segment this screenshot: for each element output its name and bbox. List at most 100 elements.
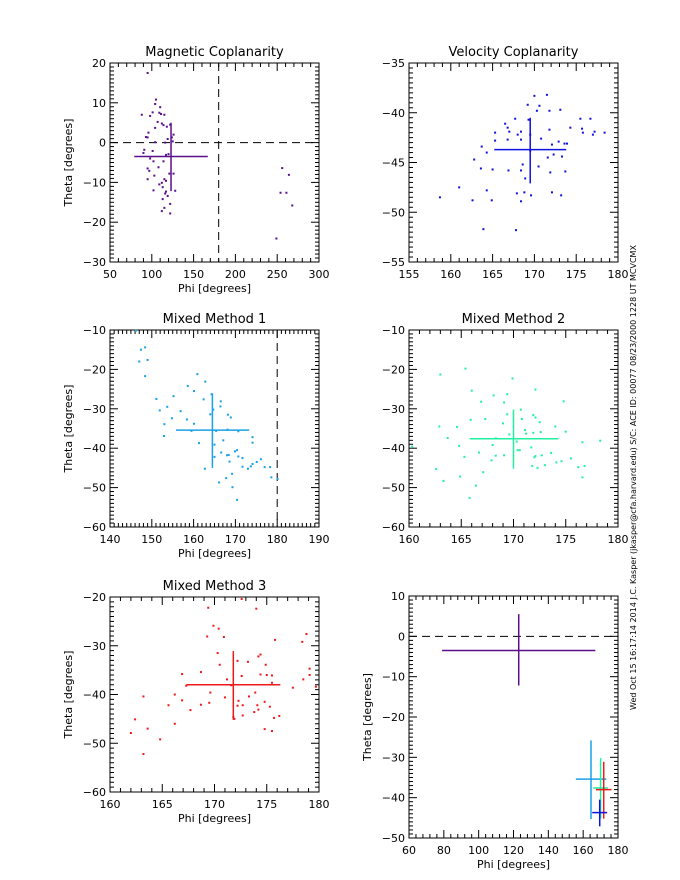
side-annotation: Wed Oct 15 16:17:14 2014 J.C. Kasper (jk… xyxy=(629,245,638,710)
data-point xyxy=(520,418,523,421)
data-point xyxy=(151,149,154,152)
data-point xyxy=(446,436,449,439)
data-point xyxy=(438,425,441,428)
x-tick-label: 170 xyxy=(225,533,246,546)
data-point xyxy=(560,155,563,158)
data-point xyxy=(314,685,317,688)
data-point xyxy=(159,112,162,115)
data-point xyxy=(274,638,277,641)
data-point xyxy=(225,477,228,480)
y-tick-label: −20 xyxy=(382,363,405,376)
data-point xyxy=(508,433,511,436)
data-point xyxy=(514,117,517,120)
data-point xyxy=(174,189,177,192)
data-point xyxy=(151,111,154,114)
chart-title: Mixed Method 3 xyxy=(163,579,267,594)
data-point xyxy=(163,113,166,116)
x-tick-label: 175 xyxy=(566,268,587,281)
data-point xyxy=(231,472,234,475)
data-point xyxy=(166,405,169,408)
data-point xyxy=(520,138,523,141)
y-tick-label: 10 xyxy=(92,97,106,110)
data-point xyxy=(279,191,282,194)
data-point xyxy=(147,131,150,134)
data-point xyxy=(146,136,149,139)
data-point xyxy=(253,711,256,714)
data-point xyxy=(291,686,294,689)
data-point xyxy=(193,422,196,425)
y-tick-label: −40 xyxy=(382,792,405,805)
data-point xyxy=(515,229,518,232)
data-point xyxy=(236,449,239,452)
data-point xyxy=(566,142,569,145)
data-point xyxy=(532,431,535,434)
x-tick-label: 300 xyxy=(309,268,330,281)
data-point xyxy=(255,607,258,610)
data-point xyxy=(581,441,584,444)
data-point xyxy=(216,652,219,655)
data-point xyxy=(159,738,162,741)
y-tick-label: −10 xyxy=(83,176,106,189)
data-point xyxy=(251,436,254,439)
data-point xyxy=(198,442,201,445)
data-point xyxy=(302,678,305,681)
data-point xyxy=(212,408,215,411)
data-point xyxy=(532,414,535,417)
data-point xyxy=(259,653,262,656)
x-axis-label: Phi [degrees] xyxy=(178,812,251,825)
data-point xyxy=(538,104,541,107)
data-point xyxy=(503,454,506,457)
data-point xyxy=(521,163,524,166)
data-point xyxy=(240,597,243,600)
data-point xyxy=(246,660,249,663)
data-point xyxy=(134,718,137,721)
data-point xyxy=(511,377,514,380)
data-point xyxy=(138,360,141,363)
data-point xyxy=(478,451,481,454)
data-point xyxy=(164,192,167,195)
data-point xyxy=(278,714,281,717)
data-point xyxy=(173,722,176,725)
data-point xyxy=(539,431,542,434)
data-point xyxy=(515,192,518,195)
data-point xyxy=(560,460,563,463)
data-point xyxy=(218,481,221,484)
data-point xyxy=(240,674,243,677)
data-point xyxy=(162,434,165,437)
data-point xyxy=(165,179,168,182)
data-point xyxy=(146,727,149,730)
data-point xyxy=(569,457,572,460)
data-point xyxy=(259,458,262,461)
y-tick-label: −20 xyxy=(83,363,106,376)
data-point xyxy=(220,451,223,454)
data-point xyxy=(442,479,445,482)
data-point xyxy=(193,390,196,393)
data-point xyxy=(146,167,149,170)
data-point xyxy=(479,167,482,170)
data-point xyxy=(160,181,163,184)
data-point xyxy=(411,445,414,448)
data-point xyxy=(170,136,173,139)
x-tick-label: 175 xyxy=(256,798,277,811)
data-point xyxy=(236,498,239,501)
data-point xyxy=(202,398,205,401)
y-tick-label: −60 xyxy=(83,786,106,799)
data-point xyxy=(485,189,488,192)
data-point xyxy=(186,384,189,387)
y-tick-label: −55 xyxy=(382,256,405,269)
data-point xyxy=(263,466,266,469)
data-point xyxy=(603,131,606,134)
data-point xyxy=(506,413,509,416)
y-axis-label: Theta [degrees] xyxy=(361,673,374,762)
data-point xyxy=(548,109,551,112)
y-tick-label: −20 xyxy=(83,591,106,604)
data-point xyxy=(212,624,215,627)
data-point xyxy=(223,696,226,699)
data-point xyxy=(534,455,537,458)
y-tick-label: −30 xyxy=(83,256,106,269)
x-tick-label: 165 xyxy=(152,798,173,811)
data-point xyxy=(254,691,257,694)
data-point xyxy=(546,156,549,159)
data-point xyxy=(226,678,229,681)
data-point xyxy=(142,695,145,698)
